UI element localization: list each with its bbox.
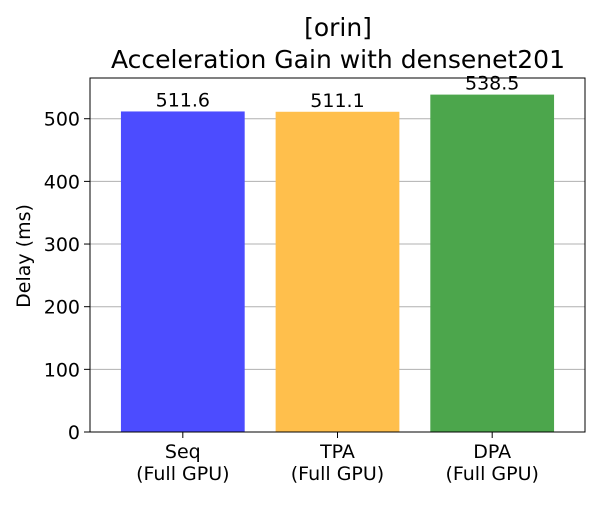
y-axis-label: Delay (ms) — [13, 204, 35, 308]
bar-value-label: 511.1 — [310, 90, 364, 112]
bar — [120, 111, 245, 432]
bar-layer — [120, 94, 555, 433]
chart-title-line-1: [orin] — [304, 13, 372, 42]
x-tick-label: TPA — [319, 441, 355, 463]
bar-value-label: 511.6 — [156, 89, 210, 111]
y-tick-label: 500 — [44, 109, 80, 131]
y-tick-label: 100 — [44, 359, 80, 381]
bar — [275, 111, 400, 433]
x-tick-label: (Full GPU) — [445, 463, 538, 485]
x-tick-label: Seq — [165, 441, 201, 463]
y-tick-label: 200 — [44, 297, 80, 319]
y-tick-label: 400 — [44, 171, 80, 193]
y-tick-label: 300 — [44, 234, 80, 256]
bar — [430, 94, 555, 432]
y-tick-label: 0 — [68, 422, 80, 444]
chart-title-line-2: Acceleration Gain with densenet201 — [111, 45, 565, 74]
x-tick-label: (Full GPU) — [291, 463, 384, 485]
x-tick-label: DPA — [473, 441, 511, 463]
bar-value-label: 538.5 — [465, 73, 519, 95]
x-tick-label: (Full GPU) — [136, 463, 229, 485]
